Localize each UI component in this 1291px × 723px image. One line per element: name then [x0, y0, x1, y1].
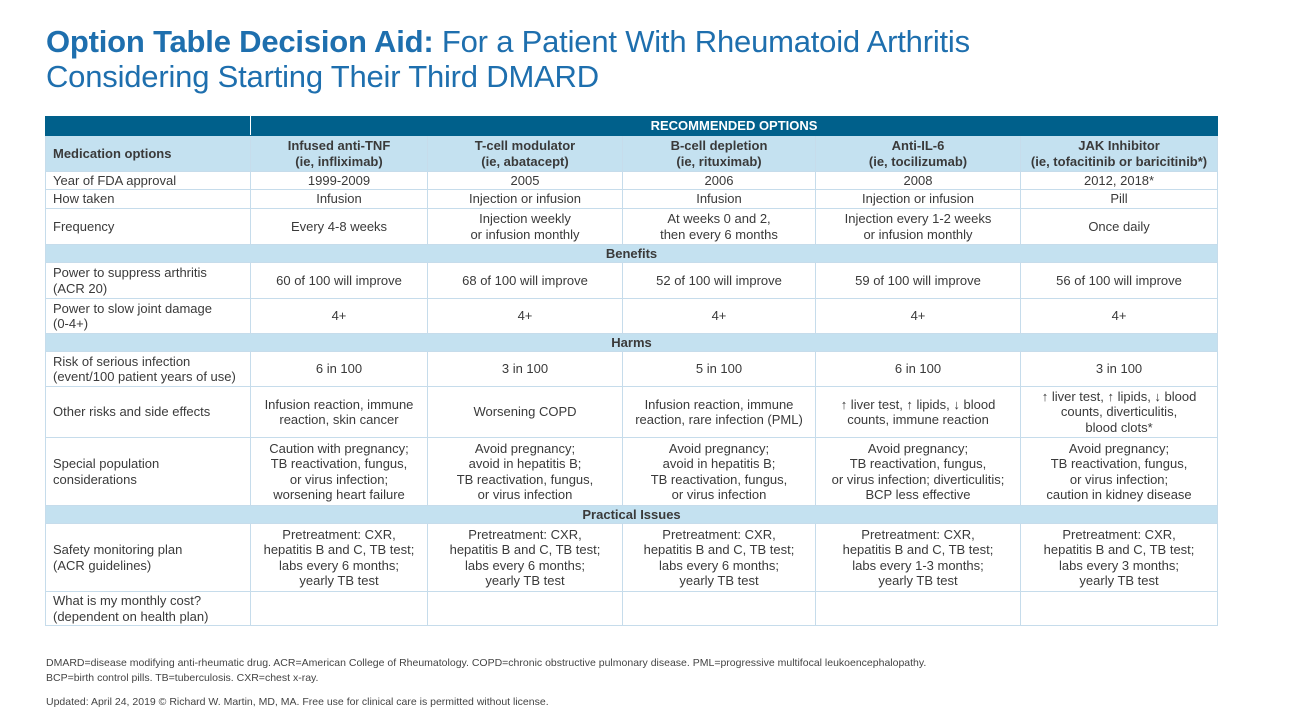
table-cell: Worsening COPD [427, 386, 623, 438]
section-row: Harms [44, 333, 1219, 352]
table-cell: Avoid pregnancy; avoid in hepatitis B; T… [427, 437, 623, 506]
table-cell: 6 in 100 [250, 351, 428, 387]
table-cell: 2005 [427, 171, 623, 190]
section-header: Practical Issues [44, 505, 1219, 524]
table-cell: Injection every 1-2 weeks or infusion mo… [815, 208, 1021, 245]
table-cell: Pretreatment: CXR, hepatitis B and C, TB… [622, 523, 816, 592]
table-cell: 2008 [815, 171, 1021, 190]
section-row: Benefits [44, 244, 1219, 263]
table-row: Power to slow joint damage (0-4+) 4+ 4+ 4+ 4… [45, 298, 1219, 334]
row-label: Risk of serious infection (event/100 pat… [45, 351, 251, 387]
row-label: Special population considerations [45, 437, 251, 506]
table-cell: 60 of 100 will improve [250, 262, 428, 299]
section-header: Benefits [44, 244, 1219, 263]
section-header: Harms [44, 333, 1219, 352]
table-cell: 3 in 100 [1019, 351, 1219, 387]
table-cell: 2012, 2018* [1019, 171, 1219, 190]
table-row: Special population considerations Caution… [45, 437, 1219, 506]
table-cell: Avoid pregnancy; TB reactivation, fungus… [815, 437, 1021, 506]
blank-header-cell [45, 116, 251, 136]
table-cell: 2006 [622, 171, 816, 190]
table-row: Frequency Every 4-8 weeks Injection weekly… [45, 208, 1219, 245]
table-cell: 3 in 100 [427, 351, 623, 387]
table-cell: Infusion [622, 189, 816, 209]
row-label: How taken [45, 189, 251, 209]
table-cell: Infusion reaction, immune reaction, skin… [250, 386, 428, 438]
table-row: What is my monthly cost? (dependent on h… [45, 591, 1219, 626]
table-cell: Injection or infusion [815, 189, 1021, 209]
table-cell [427, 591, 623, 626]
table-row: Other risks and side effects Infusion rea… [45, 386, 1219, 438]
column-header: JAK Inhibitor (ie, tofacitinib or barici… [1019, 135, 1219, 172]
table-cell: 56 of 100 will improve [1019, 262, 1219, 299]
table-cell: Avoid pregnancy; avoid in hepatitis B; T… [622, 437, 816, 506]
footnote-abbreviations: DMARD=disease modifying anti-rheumatic d… [46, 656, 926, 686]
table-cell: Pretreatment: CXR, hepatitis B and C, TB… [250, 523, 428, 592]
table-cell: Pill [1019, 189, 1219, 209]
footnote-line-1: DMARD=disease modifying anti-rheumatic d… [46, 657, 927, 669]
updated-note: Updated: April 24, 2019 © Richard W. Mar… [46, 696, 549, 708]
table-cell: Once daily [1019, 208, 1219, 245]
section-row: Practical Issues [44, 505, 1219, 524]
table-cell: ↑ liver test, ↑ lipids, ↓ blood counts, … [815, 386, 1021, 438]
medication-header-row: Medication options Infused anti-TNF (ie,… [45, 135, 1219, 172]
page-title: Option Table Decision Aid: For a Patient… [46, 24, 970, 94]
table-body: Year of FDA approval 1999-2009 2005 2006 200… [44, 171, 1219, 626]
table-cell [622, 591, 816, 626]
table-row: How taken Infusion Injection or infusion In… [45, 189, 1219, 209]
row-label: What is my monthly cost? (dependent on h… [45, 591, 251, 626]
table-row: Risk of serious infection (event/100 pat… [45, 351, 1219, 387]
recommended-options-header: RECOMMENDED OPTIONS [249, 116, 1219, 136]
table-cell: 4+ [815, 298, 1021, 334]
table-cell: 1999-2009 [250, 171, 428, 190]
column-header: T-cell modulator (ie, abatacept) [427, 135, 623, 172]
row-label: Other risks and side effects [45, 386, 251, 438]
table-cell: 4+ [250, 298, 428, 334]
option-table: RECOMMENDED OPTIONS Medication options I… [44, 116, 1219, 626]
table-cell: Every 4-8 weeks [250, 208, 428, 245]
medication-options-header: Medication options [45, 135, 251, 172]
table-cell: Pretreatment: CXR, hepatitis B and C, TB… [427, 523, 623, 592]
table-cell: 5 in 100 [622, 351, 816, 387]
table-cell: 68 of 100 will improve [427, 262, 623, 299]
title-bold: Option Table Decision Aid: [46, 24, 434, 59]
row-label: Year of FDA approval [45, 171, 251, 190]
table-cell: 52 of 100 will improve [622, 262, 816, 299]
table-cell: Avoid pregnancy; TB reactivation, fungus… [1019, 437, 1219, 506]
table-cell: 4+ [622, 298, 816, 334]
table-cell: Pretreatment: CXR, hepatitis B and C, TB… [815, 523, 1021, 592]
table-cell: 59 of 100 will improve [815, 262, 1021, 299]
table-cell: Pretreatment: CXR, hepatitis B and C, TB… [1019, 523, 1219, 592]
table-cell: ↑ liver test, ↑ lipids, ↓ blood counts, … [1019, 386, 1219, 438]
table-cell: Injection or infusion [427, 189, 623, 209]
table-cell: Infusion [250, 189, 428, 209]
row-label: Power to suppress arthritis (ACR 20) [45, 262, 251, 299]
table-cell: At weeks 0 and 2, then every 6 months [622, 208, 816, 245]
table-cell: 6 in 100 [815, 351, 1021, 387]
table-cell: 4+ [427, 298, 623, 334]
table-row: Power to suppress arthritis (ACR 20) 60 o… [45, 262, 1219, 299]
recommended-options-row: RECOMMENDED OPTIONS [45, 116, 1219, 136]
table-cell: 4+ [1019, 298, 1219, 334]
table-cell: Infusion reaction, immune reaction, rare… [622, 386, 816, 438]
table-row: Safety monitoring plan (ACR guidelines) P… [45, 523, 1219, 592]
row-label: Safety monitoring plan (ACR guidelines) [45, 523, 251, 592]
table-cell [815, 591, 1021, 626]
table-cell: Injection weekly or infusion monthly [427, 208, 623, 245]
column-header: Infused anti-TNF (ie, infliximab) [250, 135, 428, 172]
table-row: Year of FDA approval 1999-2009 2005 2006 200… [45, 171, 1219, 190]
title-rest: For a Patient With Rheumatoid Arthritis [433, 24, 970, 59]
title-line2: Considering Starting Their Third DMARD [46, 59, 599, 94]
row-label: Frequency [45, 208, 251, 245]
table-cell [250, 591, 428, 626]
column-header: Anti-IL-6 (ie, tocilizumab) [815, 135, 1021, 172]
footnote-line-2: BCP=birth control pills. TB=tuberculosis… [46, 672, 319, 684]
table-cell: Caution with pregnancy; TB reactivation,… [250, 437, 428, 506]
table-cell [1019, 591, 1219, 626]
row-label: Power to slow joint damage (0-4+) [45, 298, 251, 334]
column-header: B-cell depletion (ie, rituximab) [622, 135, 816, 172]
